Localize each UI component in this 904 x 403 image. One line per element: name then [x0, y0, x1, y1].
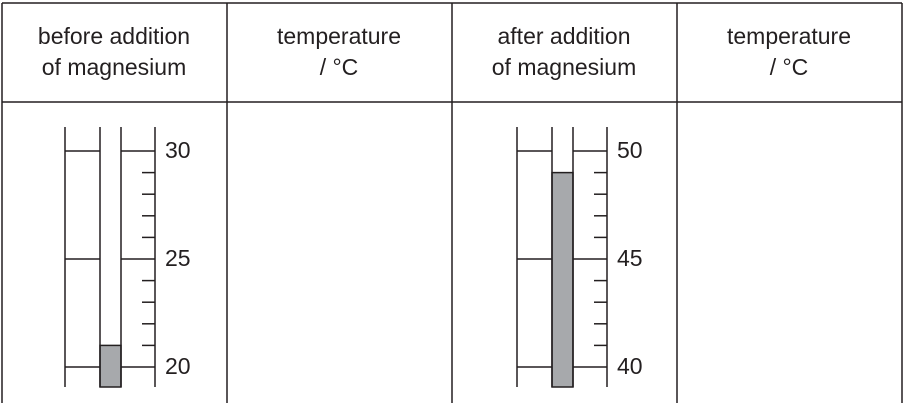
liquid	[100, 345, 121, 387]
header-text: before addition	[38, 23, 190, 49]
tick-label: 40	[617, 353, 643, 379]
tick-label: 45	[617, 245, 643, 271]
header-text: / °C	[320, 54, 359, 80]
header-text: after addition	[498, 23, 631, 49]
tick-label: 20	[165, 353, 191, 379]
header-text: of magnesium	[42, 54, 186, 80]
diagram: before addition of magnesium temperature / …	[0, 0, 904, 403]
liquid	[552, 173, 573, 387]
header-text: temperature	[727, 23, 851, 49]
header-text: of magnesium	[492, 54, 636, 80]
tick-label: 30	[165, 137, 191, 163]
tick-label: 25	[165, 245, 191, 271]
header-text: / °C	[770, 54, 809, 80]
tick-label: 50	[617, 137, 643, 163]
header-text: temperature	[277, 23, 401, 49]
